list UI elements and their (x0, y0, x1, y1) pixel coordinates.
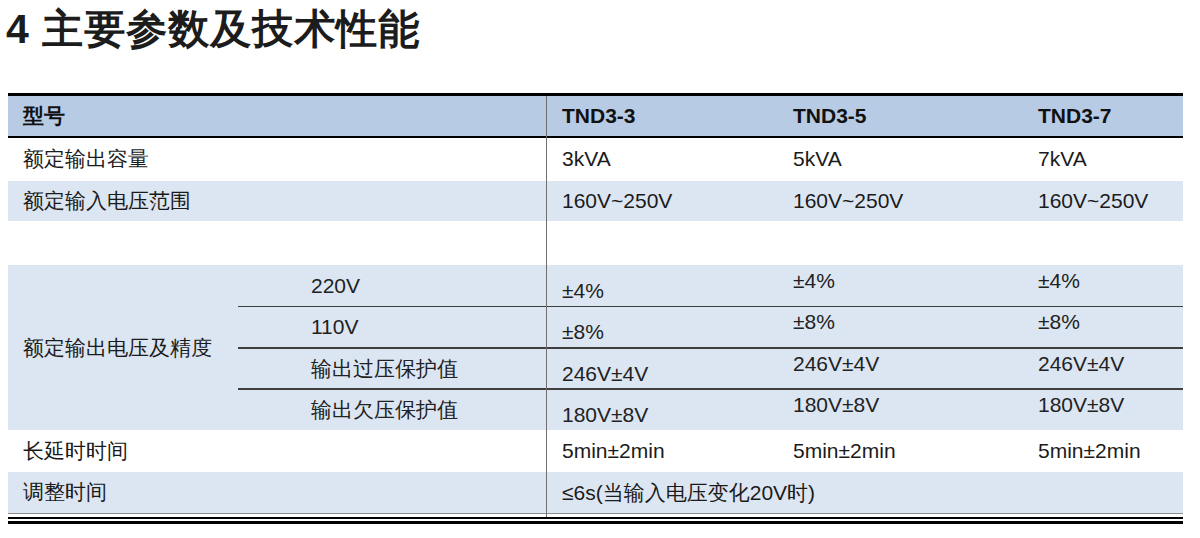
cell-value: 5min±2min (1022, 439, 1183, 463)
row-label: 额定输入电压范围 (8, 189, 546, 213)
cell-value: 160V~250V (777, 189, 1022, 213)
page-title: 4 主要参数及技术性能 (6, 2, 420, 57)
subrow-label: 220V (238, 274, 546, 297)
cell-value: 7kVA (1022, 147, 1183, 171)
subrow-undervoltage-protection: 输出欠压保护值 180V±8V 180V±8V 180V±8V (238, 389, 1183, 430)
cell-value: 5min±2min (777, 439, 1022, 463)
cell-value: ±4% (1022, 269, 1183, 292)
row-label: 长延时时间 (8, 439, 546, 463)
cell-value: ±4% (546, 279, 777, 302)
row-rated-input-voltage-range: 额定输入电压范围 160V~250V 160V~250V 160V~250V (8, 181, 1183, 221)
header-model-label: 型号 (8, 104, 546, 128)
row-rated-output-capacity: 额定输出容量 3kVA 5kVA 7kVA (8, 138, 1183, 181)
group-rated-output-voltage-accuracy: 额定输出电压及精度 220V ±4% ±4% ±4% 110V ±8% ±8% … (8, 265, 1183, 430)
cell-value: ±8% (546, 320, 777, 343)
cell-value: 180V±8V (546, 403, 777, 426)
cell-value: 160V~250V (1022, 189, 1183, 213)
row-long-delay-time: 长延时时间 5min±2min 5min±2min 5min±2min (8, 430, 1183, 472)
bottom-double-rule (8, 517, 1183, 524)
cell-value: 246V±4V (1022, 352, 1183, 375)
cell-value: 180V±8V (1022, 393, 1183, 416)
header-model-tnd3-3: TND3-3 (546, 104, 777, 128)
subrow-label: 110V (238, 315, 546, 338)
header-model-tnd3-5: TND3-5 (777, 104, 1022, 128)
cell-value: 246V±4V (777, 352, 1022, 375)
bottom-rule-thin-line (8, 517, 1183, 519)
row-label: 调整时间 (8, 480, 546, 504)
cell-value: 5kVA (777, 147, 1022, 171)
subrow-220v: 220V ±4% ±4% ±4% (238, 265, 1183, 306)
cell-value: 3kVA (546, 147, 777, 171)
cell-value: 5min±2min (546, 439, 777, 463)
row-label: 额定输出容量 (8, 147, 546, 171)
row-adjustment-time: 调整时间 ≤6s(当输入电压变化20V时) (8, 472, 1183, 514)
header-model-tnd3-7: TND3-7 (1022, 104, 1183, 128)
group-subrows: 220V ±4% ±4% ±4% 110V ±8% ±8% ±8% 输出过压保护… (238, 265, 1183, 430)
subrow-label: 输出欠压保护值 (238, 398, 546, 421)
manual-page: 4 主要参数及技术性能 型号 TND3-3 TND3-5 TND3-7 额定输出… (0, 0, 1200, 538)
table-header-row: 型号 TND3-3 TND3-5 TND3-7 (8, 96, 1183, 138)
bottom-rule-thick-line (8, 521, 1183, 524)
cell-value-span: ≤6s(当输入电压变化20V时) (546, 479, 1183, 507)
subrow-110v: 110V ±8% ±8% ±8% (238, 306, 1183, 347)
column-divider-line (546, 96, 547, 517)
spacer-row (8, 221, 1183, 265)
cell-value: ±4% (777, 269, 1022, 292)
cell-value: 180V±8V (777, 393, 1022, 416)
cell-value: ±8% (777, 310, 1022, 333)
spec-table: 型号 TND3-3 TND3-5 TND3-7 额定输出容量 3kVA 5kVA… (8, 93, 1183, 514)
subrow-label: 输出过压保护值 (238, 357, 546, 380)
cell-value: 246V±4V (546, 362, 777, 385)
cell-value: ±8% (1022, 310, 1183, 333)
subrow-overvoltage-protection: 输出过压保护值 246V±4V 246V±4V 246V±4V (238, 348, 1183, 389)
cell-value: 160V~250V (546, 189, 777, 213)
group-row-label: 额定输出电压及精度 (23, 334, 212, 362)
